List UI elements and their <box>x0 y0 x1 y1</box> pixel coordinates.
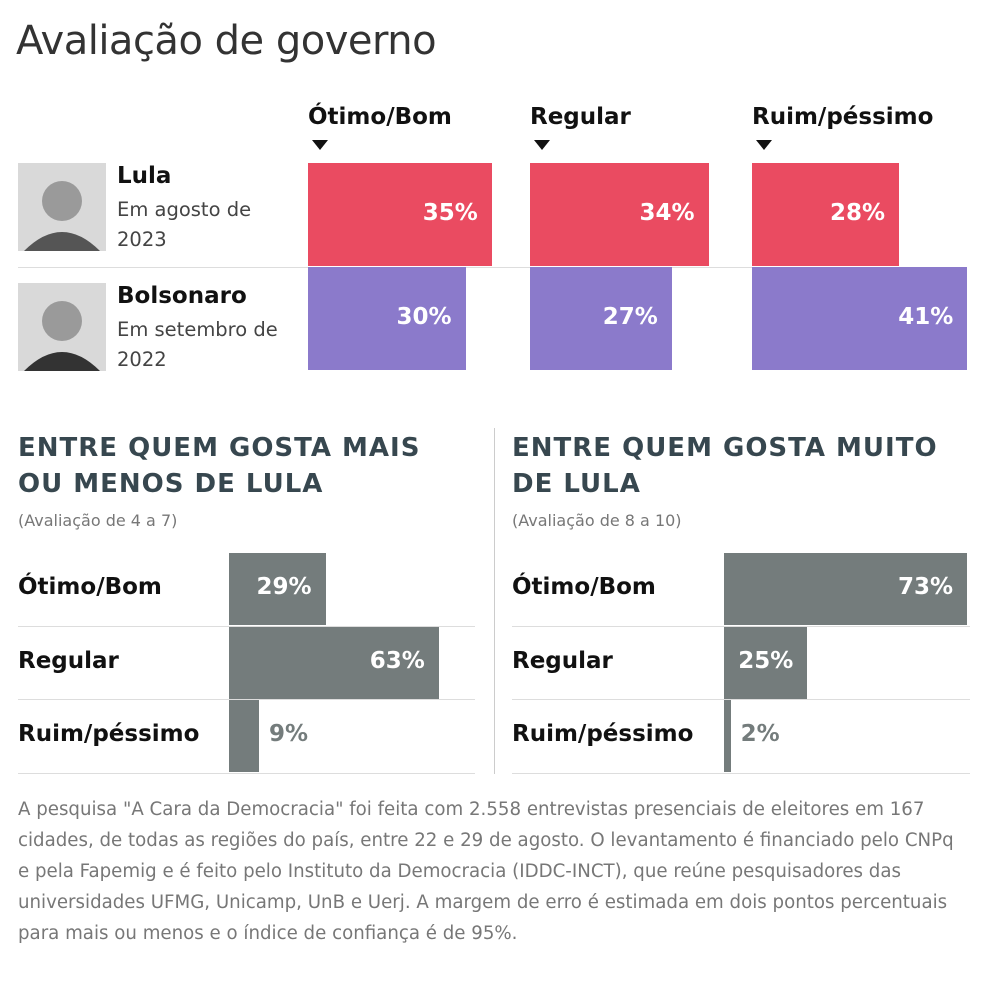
value-label: 63% <box>369 647 425 674</box>
row-separator <box>512 625 970 627</box>
category-label: Ruim/péssimo <box>18 721 200 747</box>
value-label: 29% <box>256 574 312 600</box>
bar <box>229 626 439 699</box>
series-name: Bolsonaro <box>117 283 247 309</box>
category-label: Ruim/péssimo <box>512 721 694 747</box>
category-label: Regular <box>512 647 613 674</box>
category-label: Ótimo/Bom <box>18 574 162 600</box>
photo-bolsonaro <box>18 283 106 371</box>
value-label: 34% <box>639 199 695 226</box>
row-separator <box>18 699 475 700</box>
bar <box>308 163 492 266</box>
row-separator <box>18 267 966 268</box>
series-period: Em setembro de 2022 <box>117 318 278 371</box>
value-label: 2% <box>740 721 780 747</box>
page-title: Avaliação de governo <box>16 18 437 64</box>
series-name: Lula <box>117 163 172 189</box>
series-period: Em agosto de 2023 <box>117 198 252 251</box>
column-header: Ruim/péssimo <box>752 104 934 130</box>
panel-divider <box>494 428 495 774</box>
column-header: Ótimo/Bom <box>308 104 452 130</box>
chart-title: ENTRE QUEM GOSTA MAIS OU MENOS DE LULA <box>18 433 421 499</box>
bar <box>724 553 968 625</box>
value-label: 25% <box>738 647 794 674</box>
bar <box>530 267 672 370</box>
row-separator <box>512 699 970 700</box>
category-label: Regular <box>18 647 119 674</box>
pointer <box>534 140 550 150</box>
bar <box>752 163 899 266</box>
row-separator <box>18 772 475 774</box>
column-header: Regular <box>530 104 631 130</box>
photo-lula <box>18 163 106 251</box>
category-label: Ótimo/Bom <box>512 574 656 600</box>
bar <box>229 553 326 625</box>
pointer <box>756 140 772 150</box>
bar <box>724 700 731 772</box>
chart-title: ENTRE QUEM GOSTA MUITO DE LULA <box>512 433 938 499</box>
bar <box>752 267 968 370</box>
bar <box>308 267 466 370</box>
pointer <box>312 140 328 150</box>
value-label: 28% <box>829 199 885 226</box>
chart-subtitle: (Avaliação de 4 a 7) <box>18 511 178 530</box>
chart-subtitle: (Avaliação de 8 a 10) <box>512 511 682 530</box>
bar <box>724 626 808 699</box>
row-separator <box>512 772 970 774</box>
value-label: 9% <box>268 721 309 747</box>
footnote: A pesquisa "A Cara da Democracia" foi fe… <box>18 799 954 944</box>
row-separator <box>18 625 475 627</box>
value-label: 41% <box>898 303 954 330</box>
value-label: 35% <box>422 199 478 226</box>
value-label: 73% <box>898 574 954 600</box>
value-label: 30% <box>396 303 452 330</box>
value-label: 27% <box>602 303 658 330</box>
bar <box>229 700 259 772</box>
bar <box>530 163 709 266</box>
